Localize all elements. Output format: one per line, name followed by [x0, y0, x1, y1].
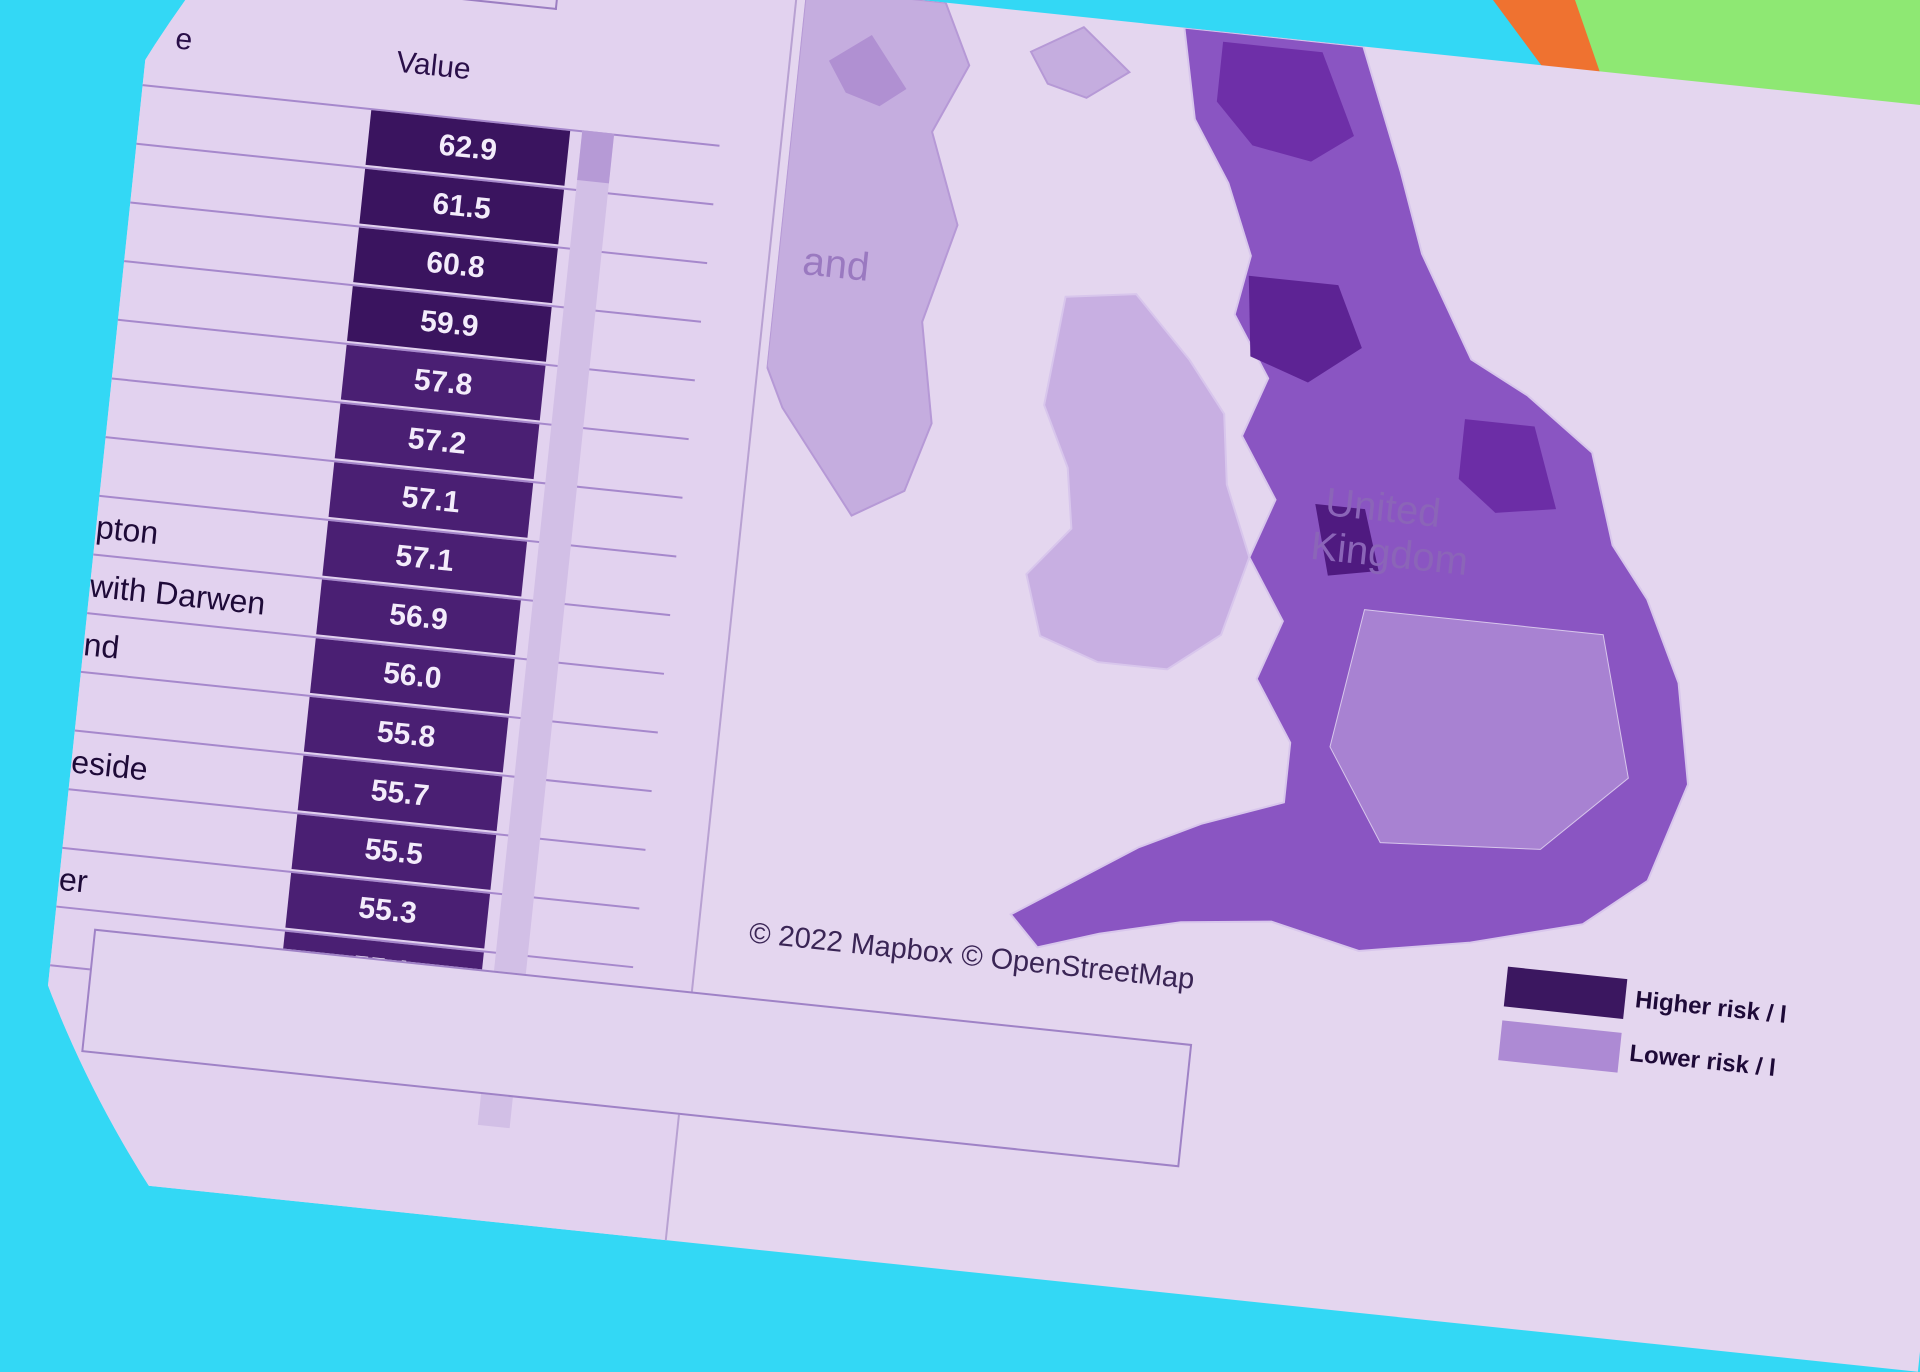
row-area-name: nd [82, 626, 122, 666]
map-label-scotland: and [801, 239, 872, 290]
region-north-dark[interactable] [1212, 41, 1363, 166]
wales-map-icon[interactable] [1018, 286, 1275, 677]
dashboard: e Value 62.9 61.5 60.8 59.9 57.8 57.2 57.1 pton… [28, 0, 1920, 1372]
region-northwest-dark[interactable] [1238, 275, 1368, 388]
region-southeast-light[interactable] [1321, 608, 1643, 868]
region-east-coast[interactable] [1456, 419, 1565, 519]
ireland-map-icon[interactable] [1027, 22, 1134, 102]
choropleth-map[interactable]: and United Kingdom © 2022 Mapbox © OpenS… [702, 0, 1920, 1113]
screenshot-frame: e Value 62.9 61.5 60.8 59.9 57.8 57.2 57.1 pton… [28, 0, 1920, 1372]
row-area-name: er [57, 860, 90, 900]
isle-region-icon [828, 35, 907, 107]
search-box[interactable] [294, 0, 562, 10]
map-canvas[interactable]: and United Kingdom [702, 0, 1920, 1113]
column-header-value[interactable]: Value [394, 45, 473, 87]
legend-swatch-light [1498, 1020, 1622, 1073]
scotland-map-icon[interactable] [752, 0, 980, 523]
legend-label: Lower risk / l [1628, 1039, 1777, 1083]
legend-label: Higher risk / l [1633, 986, 1788, 1029]
row-area-name: pton [94, 508, 161, 552]
region-midlands-dark[interactable] [1308, 503, 1385, 581]
row-area-name: eside [69, 743, 150, 788]
scrollbar-thumb[interactable] [577, 130, 615, 184]
column-header-name[interactable]: e [173, 22, 194, 57]
